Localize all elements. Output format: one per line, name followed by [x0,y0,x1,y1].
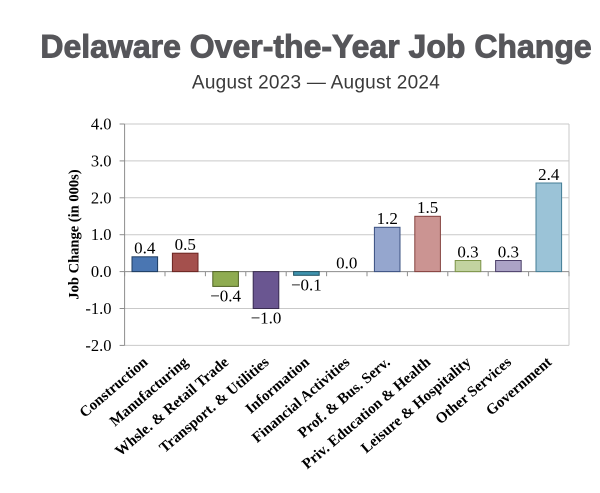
svg-text:1.0: 1.0 [91,225,112,244]
svg-text:4.0: 4.0 [91,115,112,134]
svg-text:0.0: 0.0 [91,262,112,281]
svg-text:−0.4: −0.4 [210,287,241,306]
svg-text:2.0: 2.0 [91,188,112,207]
svg-text:3.0: 3.0 [91,151,112,170]
svg-text:0.3: 0.3 [457,242,478,261]
svg-text:Job Change (in 000s): Job Change (in 000s) [66,169,82,299]
svg-text:0.5: 0.5 [175,235,196,254]
svg-text:0.3: 0.3 [498,242,519,261]
svg-text:Delaware Over-the-Year Job Cha: Delaware Over-the-Year Job Change [40,29,591,65]
svg-text:1.2: 1.2 [377,209,398,228]
svg-text:August 2023 — August 2024: August 2023 — August 2024 [192,72,440,93]
svg-text:0.0: 0.0 [336,253,357,272]
svg-text:2.4: 2.4 [538,165,560,184]
svg-text:-1.0: -1.0 [85,299,111,318]
svg-text:1.5: 1.5 [417,198,438,217]
svg-text:-2.0: -2.0 [85,336,111,355]
svg-text:−1.0: −1.0 [251,309,282,328]
svg-text:0.4: 0.4 [134,239,156,258]
svg-text:−0.1: −0.1 [291,275,322,294]
